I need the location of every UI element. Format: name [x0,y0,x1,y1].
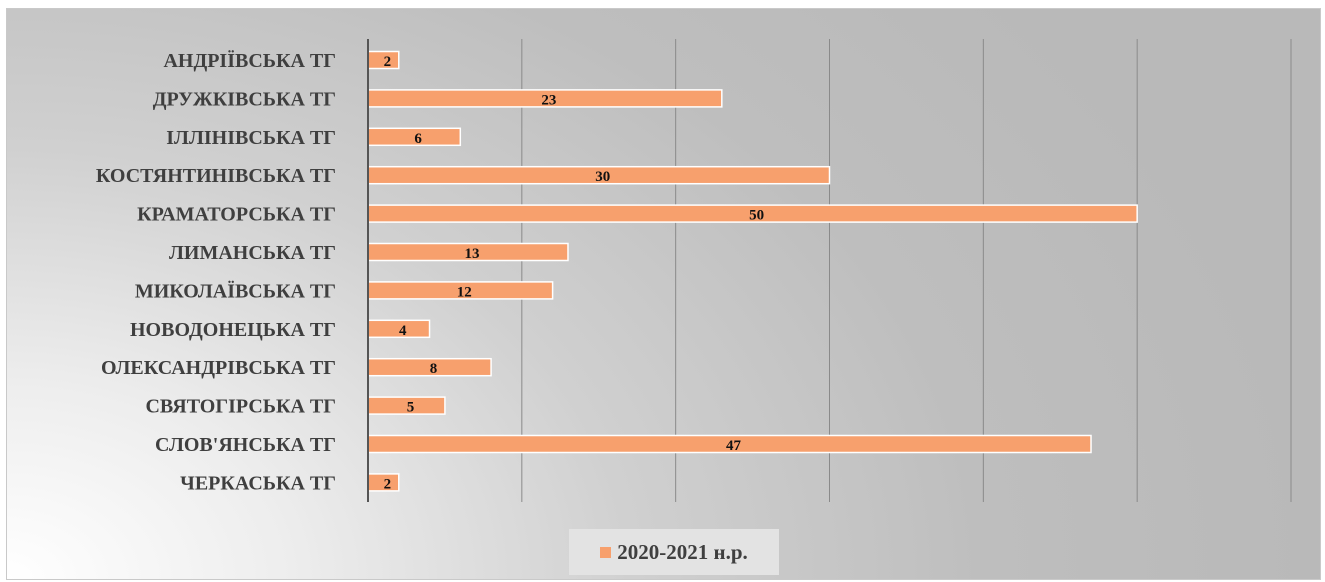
category-label: НОВОДОНЕЦЬКА ТГ [130,319,336,341]
data-labels: 2 23 6 30 50 13 12 4 8 5 47 2 [384,54,764,492]
data-label: 5 [407,400,415,416]
data-label: 50 [749,208,764,224]
data-label: 6 [414,131,422,147]
category-label: КРАМАТОРСЬКА ТГ [137,204,336,226]
data-label: 2 [384,476,392,492]
data-label: 2 [384,54,392,70]
category-label: СЛОВ'ЯНСЬКА ТГ [155,434,336,456]
category-label: ДРУЖКІВСЬКА ТГ [153,88,336,110]
category-label: СВЯТОГІРСЬКА ТГ [145,396,336,418]
category-label: ЧЕРКАСЬКА ТГ [180,472,336,494]
data-label: 23 [541,92,556,108]
bars [367,50,1138,492]
data-label: 13 [464,246,479,262]
data-label: 30 [595,169,610,185]
legend: 2020-2021 н.р. [569,529,779,575]
data-label: 47 [726,438,742,454]
data-label: 4 [399,323,407,339]
category-label: ІЛЛІНІВСЬКА ТГ [166,127,336,149]
legend-label: 2020-2021 н.р. [617,539,748,564]
category-label: МИКОЛАЇВСЬКА ТГ [135,279,336,302]
chart-area: АНДРІЇВСЬКА ТГ ДРУЖКІВСЬКА ТГ ІЛЛІНІВСЬКА … [6,8,1321,580]
category-label: АНДРІЇВСЬКА ТГ [163,49,336,72]
category-label: КОСТЯНТИНІВСЬКА ТГ [96,165,336,187]
data-label: 8 [430,361,438,377]
data-label: 12 [457,284,472,300]
category-label: ЛИМАНСЬКА ТГ [169,242,336,264]
category-labels: АНДРІЇВСЬКА ТГ ДРУЖКІВСЬКА ТГ ІЛЛІНІВСЬКА … [96,49,336,494]
bar-chart: АНДРІЇВСЬКА ТГ ДРУЖКІВСЬКА ТГ ІЛЛІНІВСЬКА … [96,39,1292,502]
category-label: ОЛЕКСАНДРІВСЬКА ТГ [101,357,336,379]
gridlines [521,39,1292,502]
legend-swatch [600,546,612,558]
